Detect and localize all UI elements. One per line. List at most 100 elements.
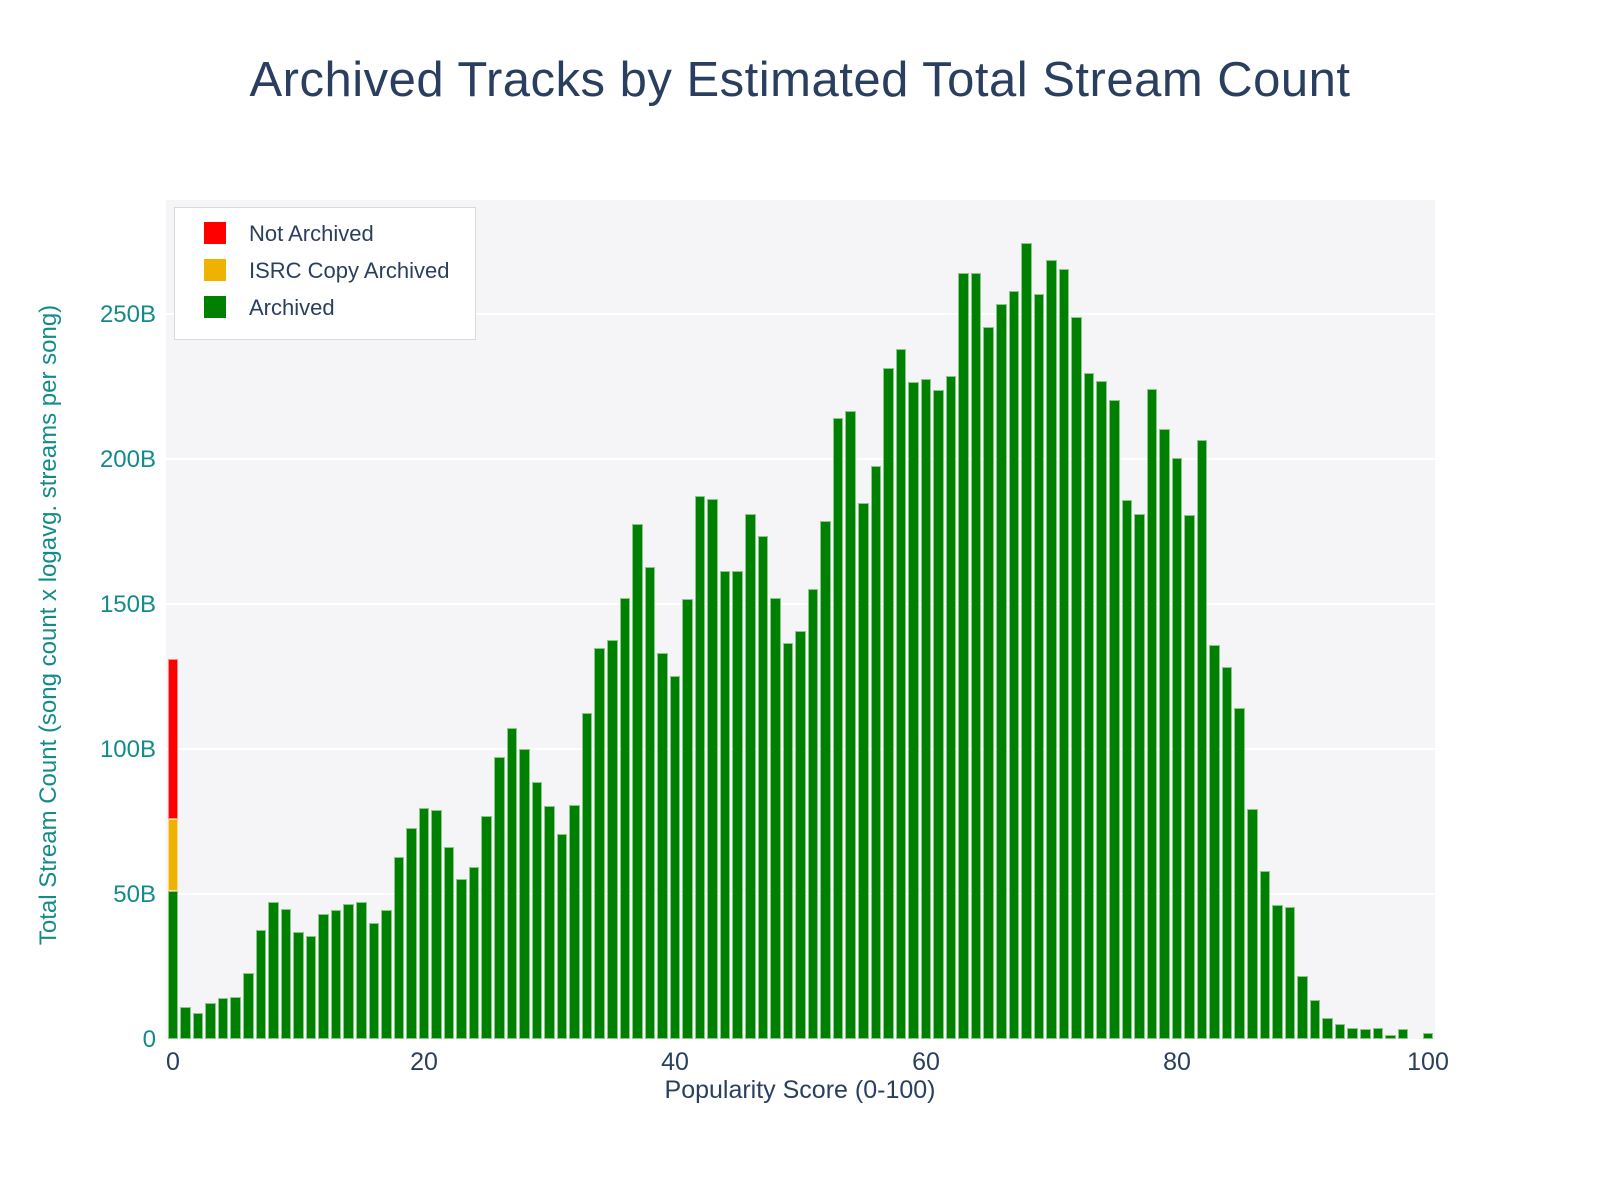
bar-archived-score-13[interactable] [330, 909, 342, 1039]
bar-archived-score-68[interactable] [1021, 242, 1032, 1039]
bar-archived-score-3[interactable] [205, 1002, 216, 1039]
bar-archived-score-73[interactable] [1083, 372, 1095, 1039]
bar-archived-score-69[interactable] [1033, 294, 1045, 1039]
bar-archived-score-75[interactable] [1108, 400, 1120, 1039]
bar-archived-score-93[interactable] [1334, 1023, 1346, 1039]
bar-archived-score-42[interactable] [694, 496, 706, 1039]
bar-archived-score-96[interactable] [1372, 1027, 1384, 1039]
bar-archived-score-97[interactable] [1385, 1034, 1396, 1039]
bar-archived-score-90[interactable] [1297, 976, 1308, 1039]
bar-archived-score-77[interactable] [1134, 514, 1145, 1039]
bar-archived-score-18[interactable] [393, 857, 405, 1039]
bar-archived-score-49[interactable] [782, 643, 794, 1039]
bar-archived-score-8[interactable] [268, 901, 279, 1039]
bar-archived-score-34[interactable] [594, 648, 605, 1039]
bar-archived-score-50[interactable] [795, 630, 806, 1039]
bar-archived-score-86[interactable] [1247, 809, 1258, 1039]
bar-archived-score-23[interactable] [456, 878, 467, 1039]
bar-archived-score-9[interactable] [280, 909, 292, 1039]
bar-archived-score-87[interactable] [1259, 871, 1271, 1039]
bar-archived-score-19[interactable] [406, 827, 417, 1039]
bar-archived-score-58[interactable] [895, 349, 907, 1039]
bar-archived-score-16[interactable] [368, 922, 380, 1039]
bar-archived-score-98[interactable] [1397, 1029, 1409, 1039]
legend-item-archived[interactable]: Archived [175, 294, 475, 320]
bar-archived-score-65[interactable] [983, 327, 995, 1039]
bar-archived-score-88[interactable] [1272, 905, 1283, 1039]
bar-archived-score-25[interactable] [481, 816, 493, 1039]
bar-archived-score-1[interactable] [180, 1007, 191, 1039]
bar-archived-score-24[interactable] [468, 866, 480, 1039]
bar-archived-score-45[interactable] [732, 570, 744, 1039]
bar-archived-score-31[interactable] [556, 834, 568, 1039]
bar-archived-score-43[interactable] [707, 499, 718, 1039]
bar-archived-score-82[interactable] [1196, 439, 1208, 1039]
bar-archived-score-74[interactable] [1096, 380, 1107, 1039]
bar-archived-score-33[interactable] [581, 712, 593, 1039]
bar-archived-score-27[interactable] [506, 727, 518, 1039]
bar-archived-score-53[interactable] [832, 418, 844, 1039]
bar-archived-score-59[interactable] [908, 382, 919, 1039]
bar-archived-score-67[interactable] [1008, 291, 1020, 1039]
bar-archived-score-56[interactable] [870, 465, 882, 1039]
bar-archived-score-41[interactable] [682, 599, 693, 1039]
bar-archived-score-12[interactable] [318, 914, 329, 1039]
bar-archived-score-71[interactable] [1058, 268, 1070, 1039]
bar-archived-score-48[interactable] [770, 598, 781, 1039]
bar-archived-score-54[interactable] [845, 410, 856, 1039]
legend-item-isrc-copy-archived[interactable]: ISRC Copy Archived [175, 257, 475, 283]
bar-archived-score-85[interactable] [1234, 708, 1246, 1039]
bar-archived-score-37[interactable] [632, 524, 643, 1039]
bar-archived-score-47[interactable] [757, 535, 769, 1039]
bar-archived-score-21[interactable] [431, 809, 442, 1039]
bar-archived-score-92[interactable] [1322, 1018, 1333, 1039]
bar-archived-score-55[interactable] [857, 502, 869, 1039]
bar-archived-score-44[interactable] [719, 571, 731, 1039]
bar-archived-score-72[interactable] [1071, 316, 1082, 1039]
bar-archived-score-83[interactable] [1209, 644, 1220, 1039]
bar-isrc-copy-archived-score-0[interactable] [167, 818, 179, 892]
bar-archived-score-91[interactable] [1309, 1000, 1321, 1039]
bar-archived-score-40[interactable] [669, 675, 681, 1039]
bar-archived-score-7[interactable] [255, 929, 267, 1039]
bar-archived-score-57[interactable] [883, 367, 894, 1039]
bar-archived-score-100[interactable] [1422, 1032, 1434, 1039]
bar-archived-score-32[interactable] [569, 804, 580, 1039]
bar-archived-score-38[interactable] [644, 567, 656, 1039]
bar-archived-score-80[interactable] [1171, 458, 1183, 1039]
bar-archived-score-5[interactable] [230, 996, 242, 1039]
bar-archived-score-61[interactable] [933, 389, 944, 1039]
bar-archived-score-22[interactable] [443, 846, 455, 1039]
bar-archived-score-6[interactable] [243, 973, 254, 1039]
bar-archived-score-81[interactable] [1184, 514, 1195, 1039]
bar-archived-score-14[interactable] [343, 904, 354, 1039]
bar-archived-score-63[interactable] [958, 272, 969, 1039]
bar-archived-score-39[interactable] [657, 653, 668, 1039]
bar-archived-score-10[interactable] [293, 932, 304, 1039]
bar-archived-score-70[interactable] [1046, 260, 1057, 1039]
bar-archived-score-66[interactable] [996, 304, 1007, 1039]
bar-archived-score-79[interactable] [1159, 429, 1170, 1039]
bar-archived-score-89[interactable] [1284, 906, 1296, 1039]
bar-archived-score-64[interactable] [970, 273, 982, 1039]
legend-item-not-archived[interactable]: Not Archived [175, 220, 475, 246]
bar-not-archived-score-0[interactable] [167, 659, 179, 819]
bar-archived-score-94[interactable] [1347, 1027, 1358, 1039]
bar-archived-score-17[interactable] [381, 909, 392, 1039]
bar-archived-score-26[interactable] [494, 756, 505, 1039]
bar-archived-score-0[interactable] [167, 891, 179, 1039]
bar-archived-score-36[interactable] [619, 598, 631, 1039]
bar-archived-score-76[interactable] [1121, 499, 1133, 1039]
bar-archived-score-52[interactable] [820, 520, 831, 1039]
bar-archived-score-30[interactable] [544, 806, 555, 1039]
bar-archived-score-78[interactable] [1146, 389, 1158, 1039]
bar-archived-score-20[interactable] [418, 808, 430, 1039]
bar-archived-score-60[interactable] [920, 378, 932, 1039]
bar-archived-score-29[interactable] [531, 781, 543, 1039]
bar-archived-score-46[interactable] [745, 514, 756, 1039]
bar-archived-score-35[interactable] [606, 639, 618, 1039]
bar-archived-score-51[interactable] [807, 588, 819, 1039]
bar-archived-score-28[interactable] [519, 749, 530, 1039]
bar-archived-score-84[interactable] [1221, 667, 1233, 1039]
bar-archived-score-62[interactable] [945, 376, 957, 1039]
